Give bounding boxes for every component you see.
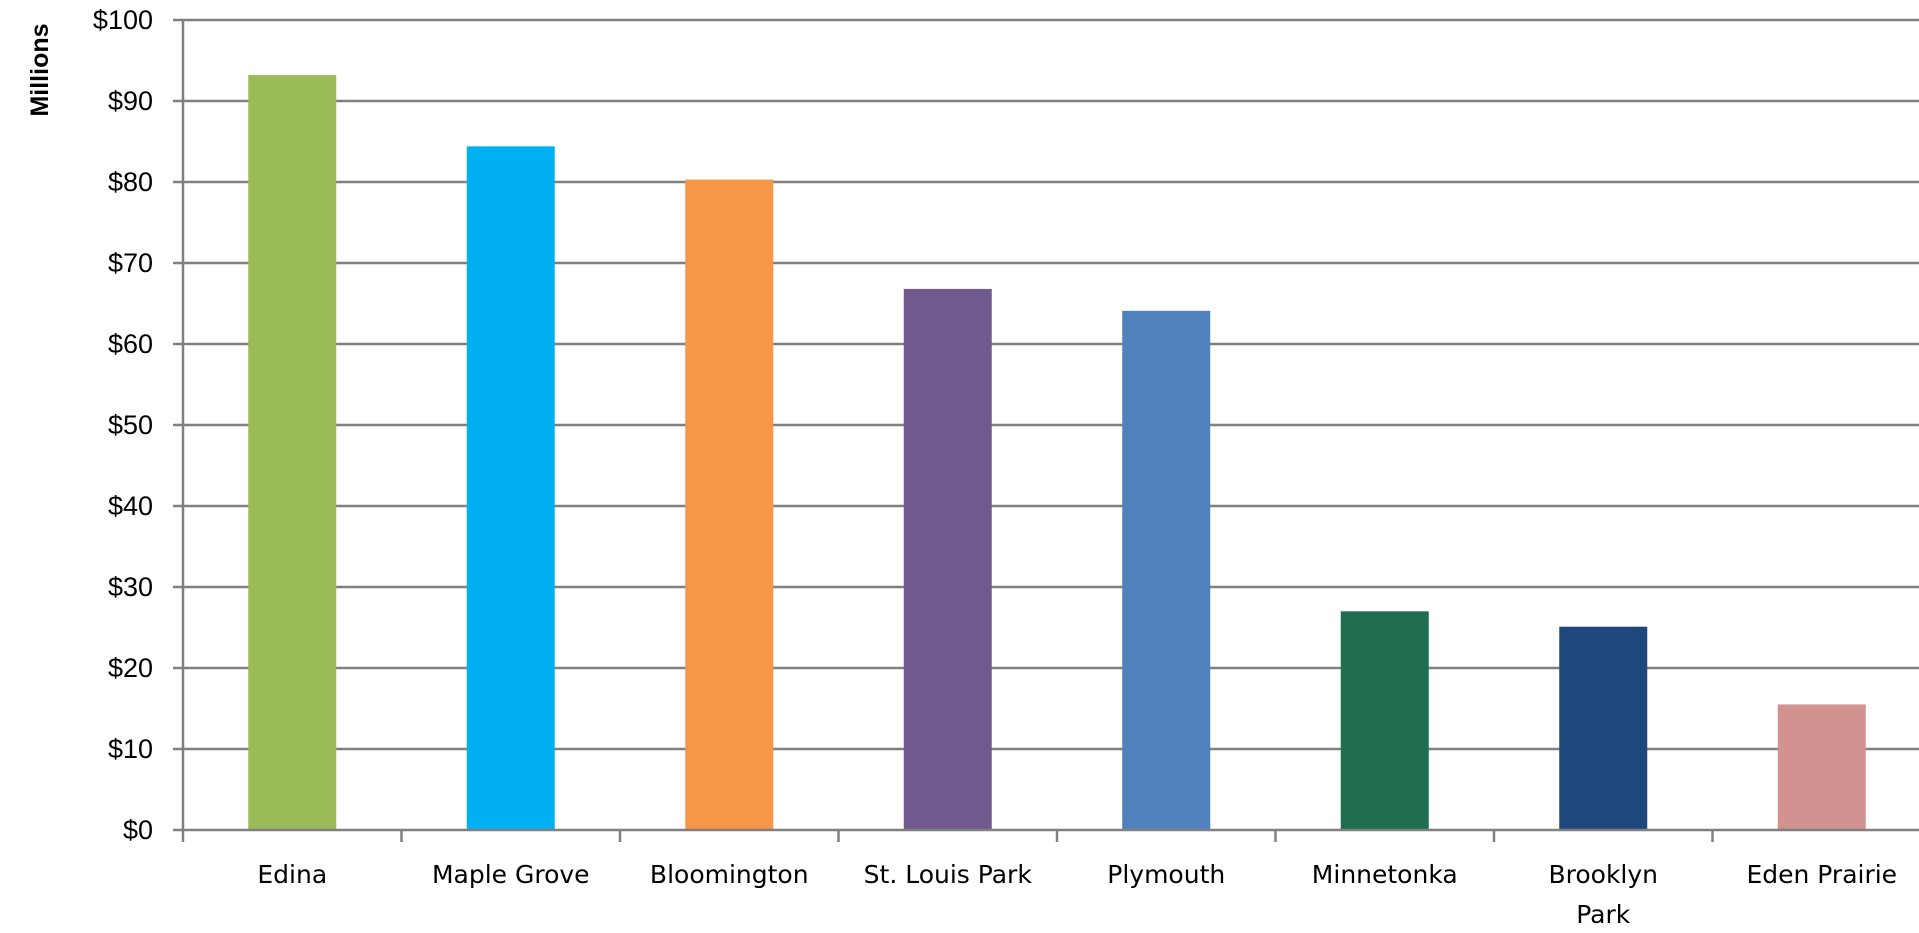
x-category-label: Eden Prairie: [1746, 860, 1897, 889]
y-tick-label: $100: [93, 5, 153, 35]
y-tick-label: $20: [108, 653, 153, 683]
x-category-label: Plymouth: [1107, 860, 1225, 889]
bars: [248, 75, 1866, 831]
axes: [173, 18, 1919, 842]
y-tick-label: $0: [123, 815, 153, 845]
x-category-label: Brooklyn: [1548, 860, 1658, 889]
y-tick-label: $60: [108, 329, 153, 359]
x-category-labels: Edina Maple Grove Bloomington St. Louis Par…: [257, 860, 1897, 929]
y-tick-label: $40: [108, 491, 153, 521]
gridlines: [183, 18, 1919, 751]
x-category-label: Edina: [257, 860, 327, 889]
y-tick-label: $90: [108, 86, 153, 116]
y-tick-labels: $0 $10 $20 $30 $40 $50 $60 $70 $80 $90 $100: [93, 5, 153, 845]
y-tick-label: $70: [108, 248, 153, 278]
bar: [685, 179, 774, 830]
bar: [248, 75, 337, 830]
y-axis-title: Millions: [26, 23, 54, 116]
bar: [1777, 704, 1866, 830]
x-category-label: Maple Grove: [432, 860, 590, 889]
bar: [466, 146, 555, 831]
x-category-label: Bloomington: [650, 860, 809, 889]
y-tick-label: $50: [108, 410, 153, 440]
x-category-label: Minnetonka: [1312, 860, 1458, 889]
bar: [1122, 310, 1211, 830]
x-category-label: St. Louis Park: [864, 860, 1033, 889]
bar: [903, 288, 992, 830]
bar: [1340, 611, 1429, 830]
y-tick-label: $30: [108, 572, 153, 602]
bar: [1559, 626, 1648, 830]
x-category-label: Park: [1576, 900, 1631, 929]
y-tick-label: $80: [108, 167, 153, 197]
y-tick-label: $10: [108, 734, 153, 764]
